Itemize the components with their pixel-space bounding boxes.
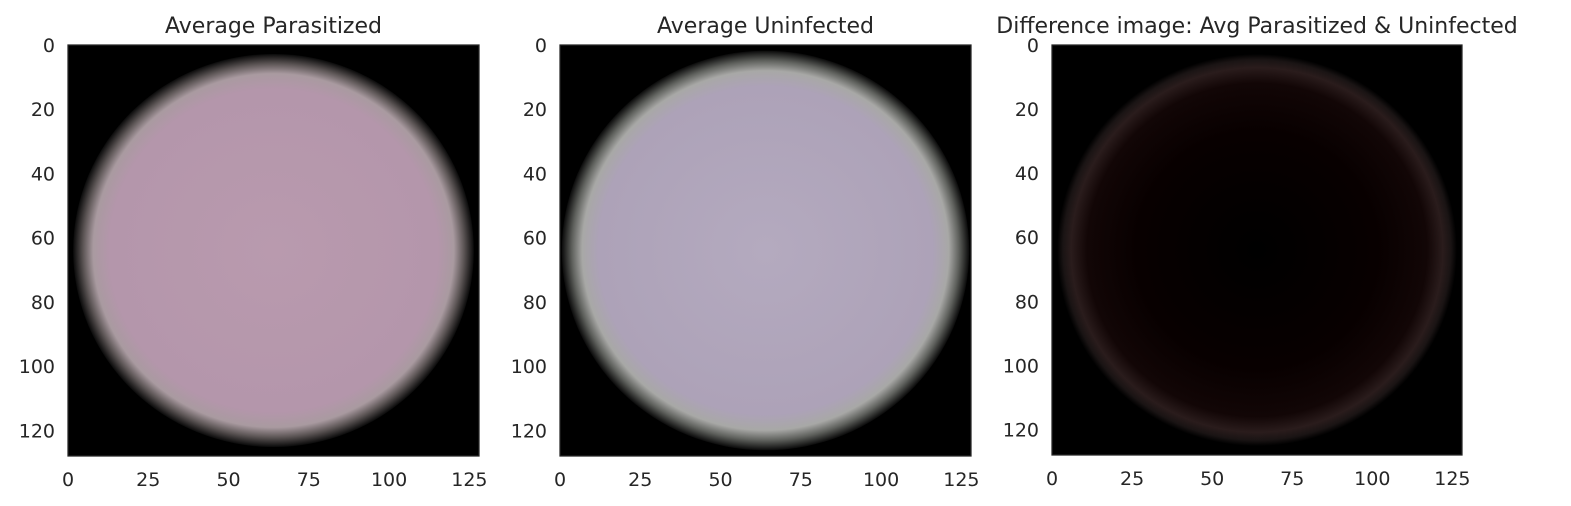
average-cell	[561, 50, 970, 451]
x-tick-label: 50	[1200, 468, 1224, 490]
x-tick-label: 50	[708, 469, 732, 491]
y-tick-label: 20	[31, 99, 55, 121]
x-tick-label: 100	[1354, 468, 1390, 490]
x-tick-label: 100	[863, 469, 899, 491]
y-tick-label: 80	[31, 292, 55, 314]
x-tick-label: 125	[451, 469, 487, 491]
y-tick-label: 80	[1015, 291, 1039, 313]
x-tick-label: 125	[943, 469, 979, 491]
panel-average-uninfected: Average Uninfected 0 25 50 75 100 125 0 20 40 60 80…	[511, 14, 980, 491]
panel-average-parasitized: Average Parasitized 0 25 50 75 100 125 0 20 40 60 8…	[19, 14, 488, 491]
axes-frame	[67, 44, 480, 457]
panel-difference-image: Difference image: Avg Parasitized & Unin…	[996, 14, 1517, 490]
y-tick-label: 20	[1015, 99, 1039, 121]
y-tick-label: 40	[523, 163, 547, 185]
y-tick-label: 120	[19, 420, 55, 442]
y-tick-label: 0	[43, 35, 55, 57]
x-tick-label: 75	[1280, 468, 1304, 490]
y-tick-label: 40	[1015, 163, 1039, 185]
x-tick-label: 50	[216, 469, 240, 491]
y-tick-label: 80	[523, 292, 547, 314]
panel-title: Average Uninfected	[657, 14, 874, 39]
y-tick-label: 60	[523, 228, 547, 250]
x-tick-label: 0	[554, 469, 566, 491]
y-tick-label: 100	[1003, 355, 1039, 377]
y-tick-label: 100	[19, 356, 55, 378]
x-tick-label: 75	[297, 469, 321, 491]
x-tick-label: 0	[1046, 468, 1058, 490]
y-tick-label: 40	[31, 163, 55, 185]
y-tick-label: 120	[511, 420, 547, 442]
panel-title: Difference image: Avg Parasitized & Unin…	[996, 14, 1517, 39]
y-tick-label: 60	[1015, 227, 1039, 249]
y-tick-label: 0	[1027, 35, 1039, 57]
x-tick-label: 25	[628, 469, 652, 491]
panel-title: Average Parasitized	[165, 14, 382, 39]
x-tick-label: 125	[1434, 468, 1470, 490]
difference-ring	[1057, 53, 1457, 447]
x-tick-label: 100	[371, 469, 407, 491]
y-tick-label: 20	[523, 99, 547, 121]
y-tick-label: 0	[535, 35, 547, 57]
x-tick-label: 0	[62, 469, 74, 491]
average-cell	[73, 53, 474, 448]
axes-frame	[559, 44, 972, 457]
y-tick-label: 60	[31, 228, 55, 250]
x-tick-label: 25	[1120, 468, 1144, 490]
x-tick-label: 25	[136, 469, 160, 491]
axes-frame	[1051, 44, 1463, 456]
y-tick-label: 120	[1003, 419, 1039, 441]
y-tick-label: 100	[511, 356, 547, 378]
x-tick-label: 75	[789, 469, 813, 491]
